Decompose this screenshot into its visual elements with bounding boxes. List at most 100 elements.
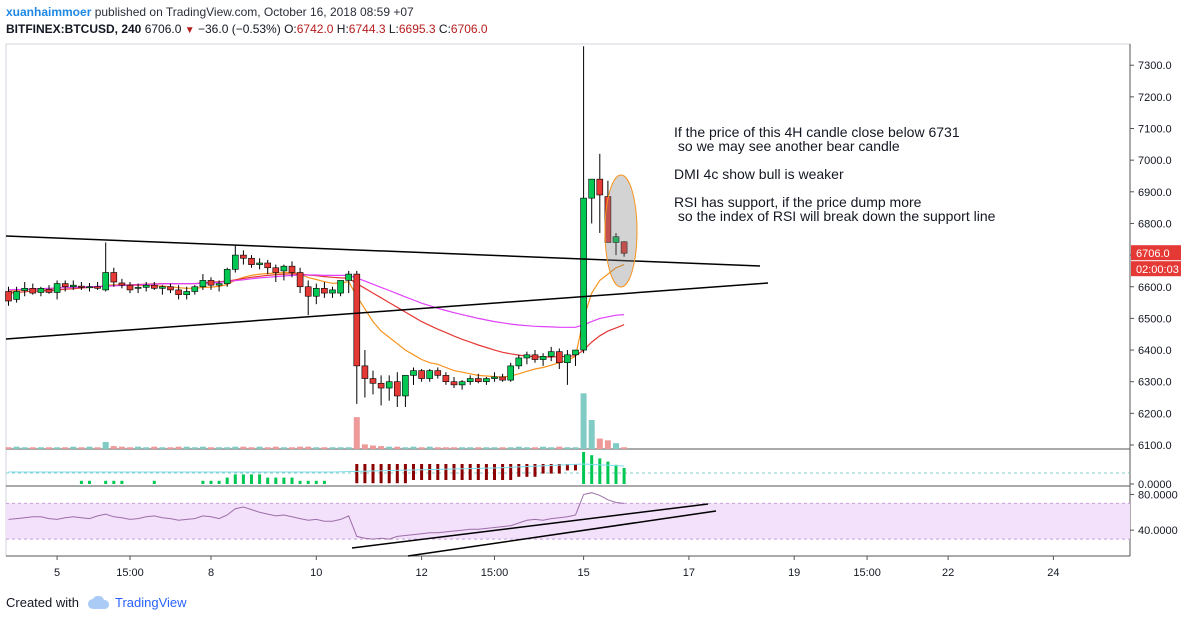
volume-bar [491,447,498,449]
publish-info: xuanhaimmoer published on TradingView.co… [6,5,414,19]
moving-average-line-ma_slow [8,274,625,328]
publish-text: published on TradingView.com, October 16… [94,5,414,19]
volume-bar [378,446,385,449]
candle-body [70,284,77,288]
price-change: −36.0 (−0.53%) [198,22,281,36]
volume-bar [613,443,619,449]
tradingview-brand-text: TradingView [114,595,187,610]
dmi-bar [233,474,237,484]
volume-bar [370,445,376,449]
volume-bar [410,446,417,449]
candle-body [159,286,166,289]
volume-bar [289,447,295,449]
volume-bar [540,446,547,449]
candle-body [353,273,361,367]
price-tick-label: 6400.0 [1138,345,1172,357]
author-link[interactable]: xuanhaimmoer [6,5,92,19]
last-price-tag-label: 6706.0 [1136,248,1170,260]
candle-body [29,288,37,294]
dmi-bar [201,480,205,484]
dmi-bar [533,464,537,477]
candle-body [345,273,353,281]
candle-body [167,286,174,291]
time-tick-label: 12 [415,567,427,579]
candle-body [385,381,393,389]
dmi-bar [509,464,513,480]
time-tick-label: 17 [683,567,695,579]
price-tick-label: 6200.0 [1138,408,1172,420]
dmi-bar [541,464,545,474]
moving-average-line-ma_fast [8,264,625,378]
price-tick-label: 6300.0 [1138,377,1172,389]
volume-bar [297,446,304,449]
symbol-name: BITFINEX:BTCUSD, 240 [6,22,142,36]
candle-body [207,280,215,286]
candle-body [466,378,474,383]
annotation-text: DMI 4c show bull is weaker [674,166,844,182]
price-tick-label: 7000.0 [1138,155,1172,167]
volume-bar [523,447,530,449]
candle-body [426,370,434,379]
candle-body [232,254,239,270]
candle-body [37,288,45,293]
dmi-bar [282,477,286,484]
tradingview-link[interactable]: TradingView [87,595,187,610]
rsi-tick-label: 40.0000 [1138,525,1178,537]
candle-body [61,283,69,288]
dmi-bar [225,477,229,484]
candle-body [507,365,515,381]
volume-bar [127,447,133,449]
price-tick-label: 6900.0 [1138,187,1172,199]
volume-bar [5,447,12,449]
volume-bar [313,447,320,449]
price-tick-label: 6500.0 [1138,313,1172,325]
volume-bar [548,447,555,449]
time-tick-label: 15:00 [116,567,144,579]
candle-body [523,354,531,359]
annotation-text: If the price of this 4H candle close bel… [674,124,960,140]
volume-bar [588,420,595,449]
volume-bar [426,446,433,449]
price-tick-label: 7100.0 [1138,124,1172,136]
dmi-bar [322,480,326,484]
volume-bar [232,446,239,449]
volume-bar [532,447,538,449]
candle-body [78,285,85,288]
candle-body [5,291,12,302]
price-tick-label: 7300.0 [1138,60,1172,72]
dmi-signal-line [8,463,625,473]
volume-bar [167,447,174,449]
candle-body [321,288,328,294]
dmi-bar [484,464,488,480]
rsi-support-line-2 [407,510,717,557]
last-price-tag [1131,245,1181,261]
dmi-bar [112,480,116,484]
candle-body [223,269,231,284]
volume-bar [143,447,150,449]
volume-bar [402,447,409,449]
highlight-ellipse [604,174,638,288]
volume-bar [604,440,611,449]
volume-bar [329,447,336,449]
volume-bar [21,447,28,449]
dmi-bar [412,464,415,480]
candle-body [102,272,109,291]
dmi-bar [379,464,383,484]
volume-bar [256,446,263,449]
dmi-bar [290,477,294,484]
candle-body [183,291,190,295]
volume-bar [29,447,36,449]
candle-body [539,356,547,360]
time-tick-label: 15:00 [853,567,881,579]
volume-bar [418,447,425,449]
candle-body [142,284,150,288]
candle-body [483,378,490,383]
candle-body [572,349,579,356]
last-price: 6706.0 [144,22,182,36]
chart-frame [5,43,1131,557]
annotation-text: so the index of RSI will break down the … [674,208,996,224]
dmi-bar [152,480,156,484]
dmi-bar [501,464,505,480]
open-value: 6742.0 [296,22,334,36]
